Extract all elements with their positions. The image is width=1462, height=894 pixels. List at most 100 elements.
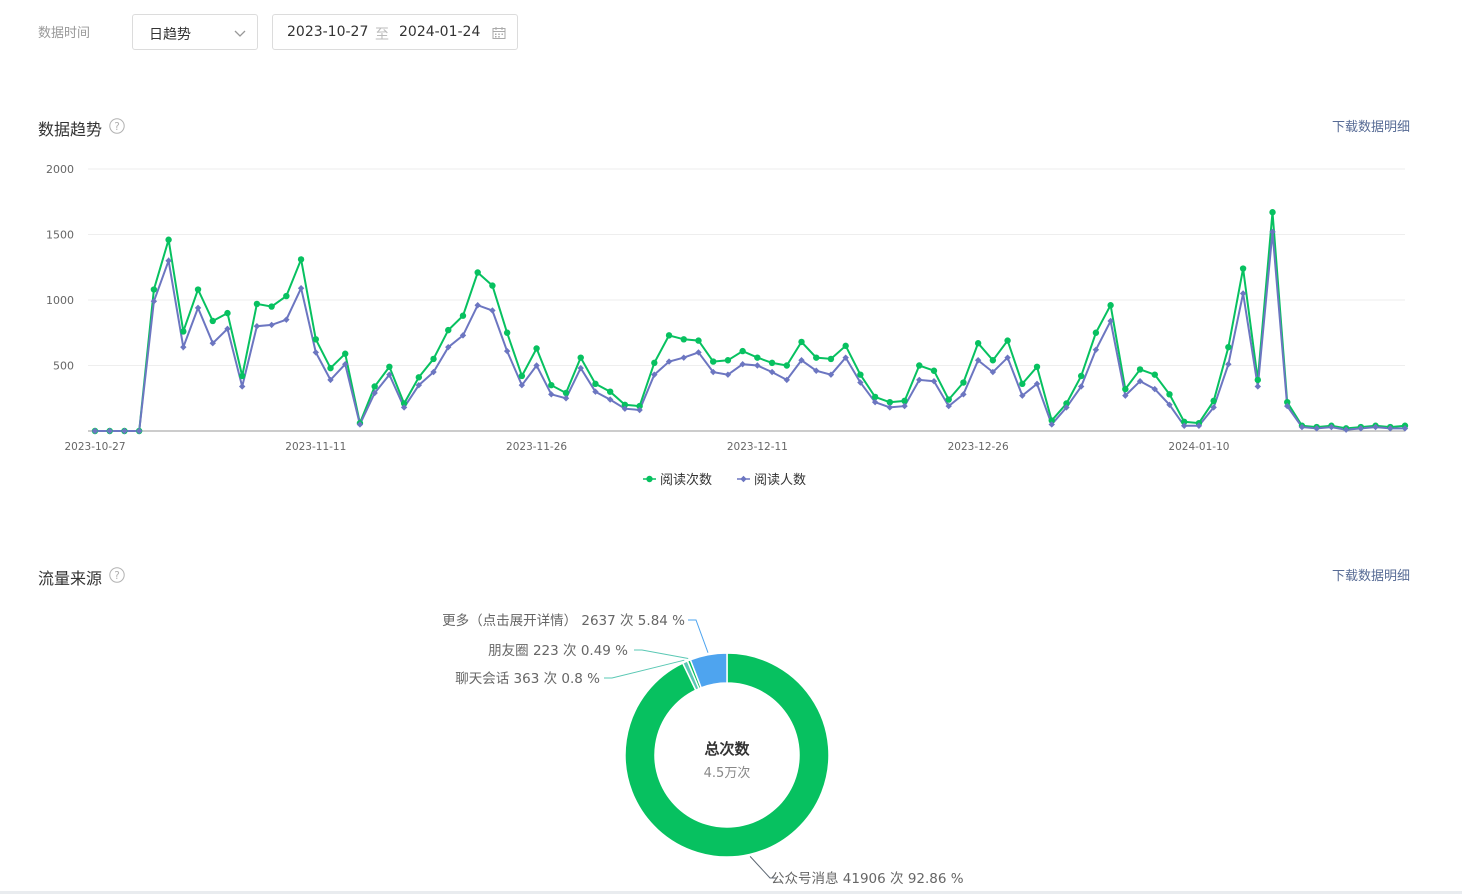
data-point xyxy=(562,389,570,397)
data-point xyxy=(724,371,732,378)
data-point xyxy=(754,354,761,361)
traffic-section-title: 流量来源 xyxy=(38,569,103,588)
data-point xyxy=(533,362,540,369)
data-point xyxy=(121,427,128,435)
label-leader-line xyxy=(634,649,689,659)
data-point xyxy=(1181,418,1188,426)
slice-label: 更多（点击展开详情） 2637 次 5.84 % xyxy=(442,612,685,629)
data-point xyxy=(1151,385,1158,393)
calendar-icon xyxy=(492,27,506,39)
data-point xyxy=(238,372,246,380)
data-point xyxy=(180,328,187,335)
data-time-label: 数据时间 xyxy=(38,26,91,41)
data-point xyxy=(533,345,540,352)
help-icon[interactable]: ? xyxy=(109,118,125,134)
data-point xyxy=(342,350,349,357)
data-point xyxy=(695,337,702,344)
data-point xyxy=(651,359,658,367)
data-point xyxy=(1313,425,1320,432)
granularity-select[interactable]: 日趋势 xyxy=(132,14,258,50)
data-point xyxy=(562,395,570,402)
data-point xyxy=(592,380,599,388)
data-point xyxy=(548,381,555,389)
y-tick-label: 1000 xyxy=(46,294,74,307)
data-point xyxy=(503,347,511,355)
data-point xyxy=(1328,423,1335,431)
data-point xyxy=(224,309,231,317)
data-point xyxy=(783,362,790,369)
date-range-separator: 至 xyxy=(375,27,389,43)
y-tick-label: 1500 xyxy=(46,229,74,242)
data-point xyxy=(768,359,776,367)
data-point xyxy=(680,336,687,343)
chevron-down-icon xyxy=(234,30,246,37)
data-point xyxy=(710,358,717,365)
data-point xyxy=(930,378,938,385)
data-point xyxy=(901,402,908,410)
data-point xyxy=(1342,426,1350,433)
bottom-divider xyxy=(0,891,1462,894)
data-point xyxy=(1269,209,1276,216)
x-tick-label: 2023-11-26 xyxy=(506,441,567,453)
data-point xyxy=(283,316,290,323)
trend-download-link[interactable]: 下载数据明细 xyxy=(1332,120,1411,135)
data-point xyxy=(1166,401,1173,408)
data-point xyxy=(1077,372,1085,380)
legend-label: 阅读人数 xyxy=(754,473,806,488)
help-icon[interactable]: ? xyxy=(109,567,125,583)
data-point xyxy=(1239,265,1247,272)
date-start-input[interactable]: 2023-10-27 xyxy=(287,24,369,40)
legend-marker xyxy=(740,475,747,483)
data-point xyxy=(577,354,584,361)
data-point xyxy=(798,338,805,346)
data-point xyxy=(135,427,143,435)
data-point xyxy=(1033,363,1041,371)
y-tick-label: 2000 xyxy=(46,163,74,176)
data-point xyxy=(1225,343,1232,351)
data-point xyxy=(1269,228,1276,236)
data-point xyxy=(386,371,393,378)
data-point xyxy=(621,401,629,408)
data-point xyxy=(1210,404,1217,411)
data-point xyxy=(194,304,202,312)
data-point xyxy=(209,317,216,325)
label-leader-line xyxy=(604,659,685,679)
date-end-input[interactable]: 2024-01-24 xyxy=(399,24,481,40)
data-point xyxy=(960,391,967,398)
data-point xyxy=(886,404,894,411)
data-point xyxy=(400,400,408,407)
data-point xyxy=(1004,354,1011,361)
date-range-picker[interactable]: 2023-10-27 至 2024-01-24 xyxy=(272,14,518,50)
data-point xyxy=(1019,392,1026,399)
data-point xyxy=(327,364,334,372)
data-point xyxy=(842,354,849,361)
data-point xyxy=(224,325,231,333)
data-point xyxy=(739,360,746,368)
data-point xyxy=(577,364,584,372)
x-tick-label: 2023-10-27 xyxy=(64,441,125,453)
data-point xyxy=(283,292,290,300)
data-point xyxy=(445,326,452,334)
svg-text:?: ? xyxy=(114,121,120,133)
data-point xyxy=(1254,376,1262,384)
data-point xyxy=(665,358,673,365)
data-point xyxy=(739,347,746,355)
data-point xyxy=(1122,392,1129,399)
data-point xyxy=(1151,371,1158,378)
data-point xyxy=(150,286,158,293)
trend-section-title: 数据趋势 xyxy=(38,120,103,139)
traffic-download-link[interactable]: 下载数据明细 xyxy=(1332,569,1411,584)
data-point xyxy=(606,396,614,403)
data-point xyxy=(916,376,923,384)
data-point xyxy=(871,398,879,406)
donut-center-value: 4.5万次 xyxy=(704,765,751,781)
data-point xyxy=(1284,398,1291,406)
data-point xyxy=(459,332,467,339)
data-point xyxy=(489,307,496,314)
data-point xyxy=(1357,425,1365,432)
data-point xyxy=(857,371,864,378)
data-point xyxy=(150,298,158,305)
data-point xyxy=(180,343,187,351)
data-point xyxy=(518,372,526,380)
